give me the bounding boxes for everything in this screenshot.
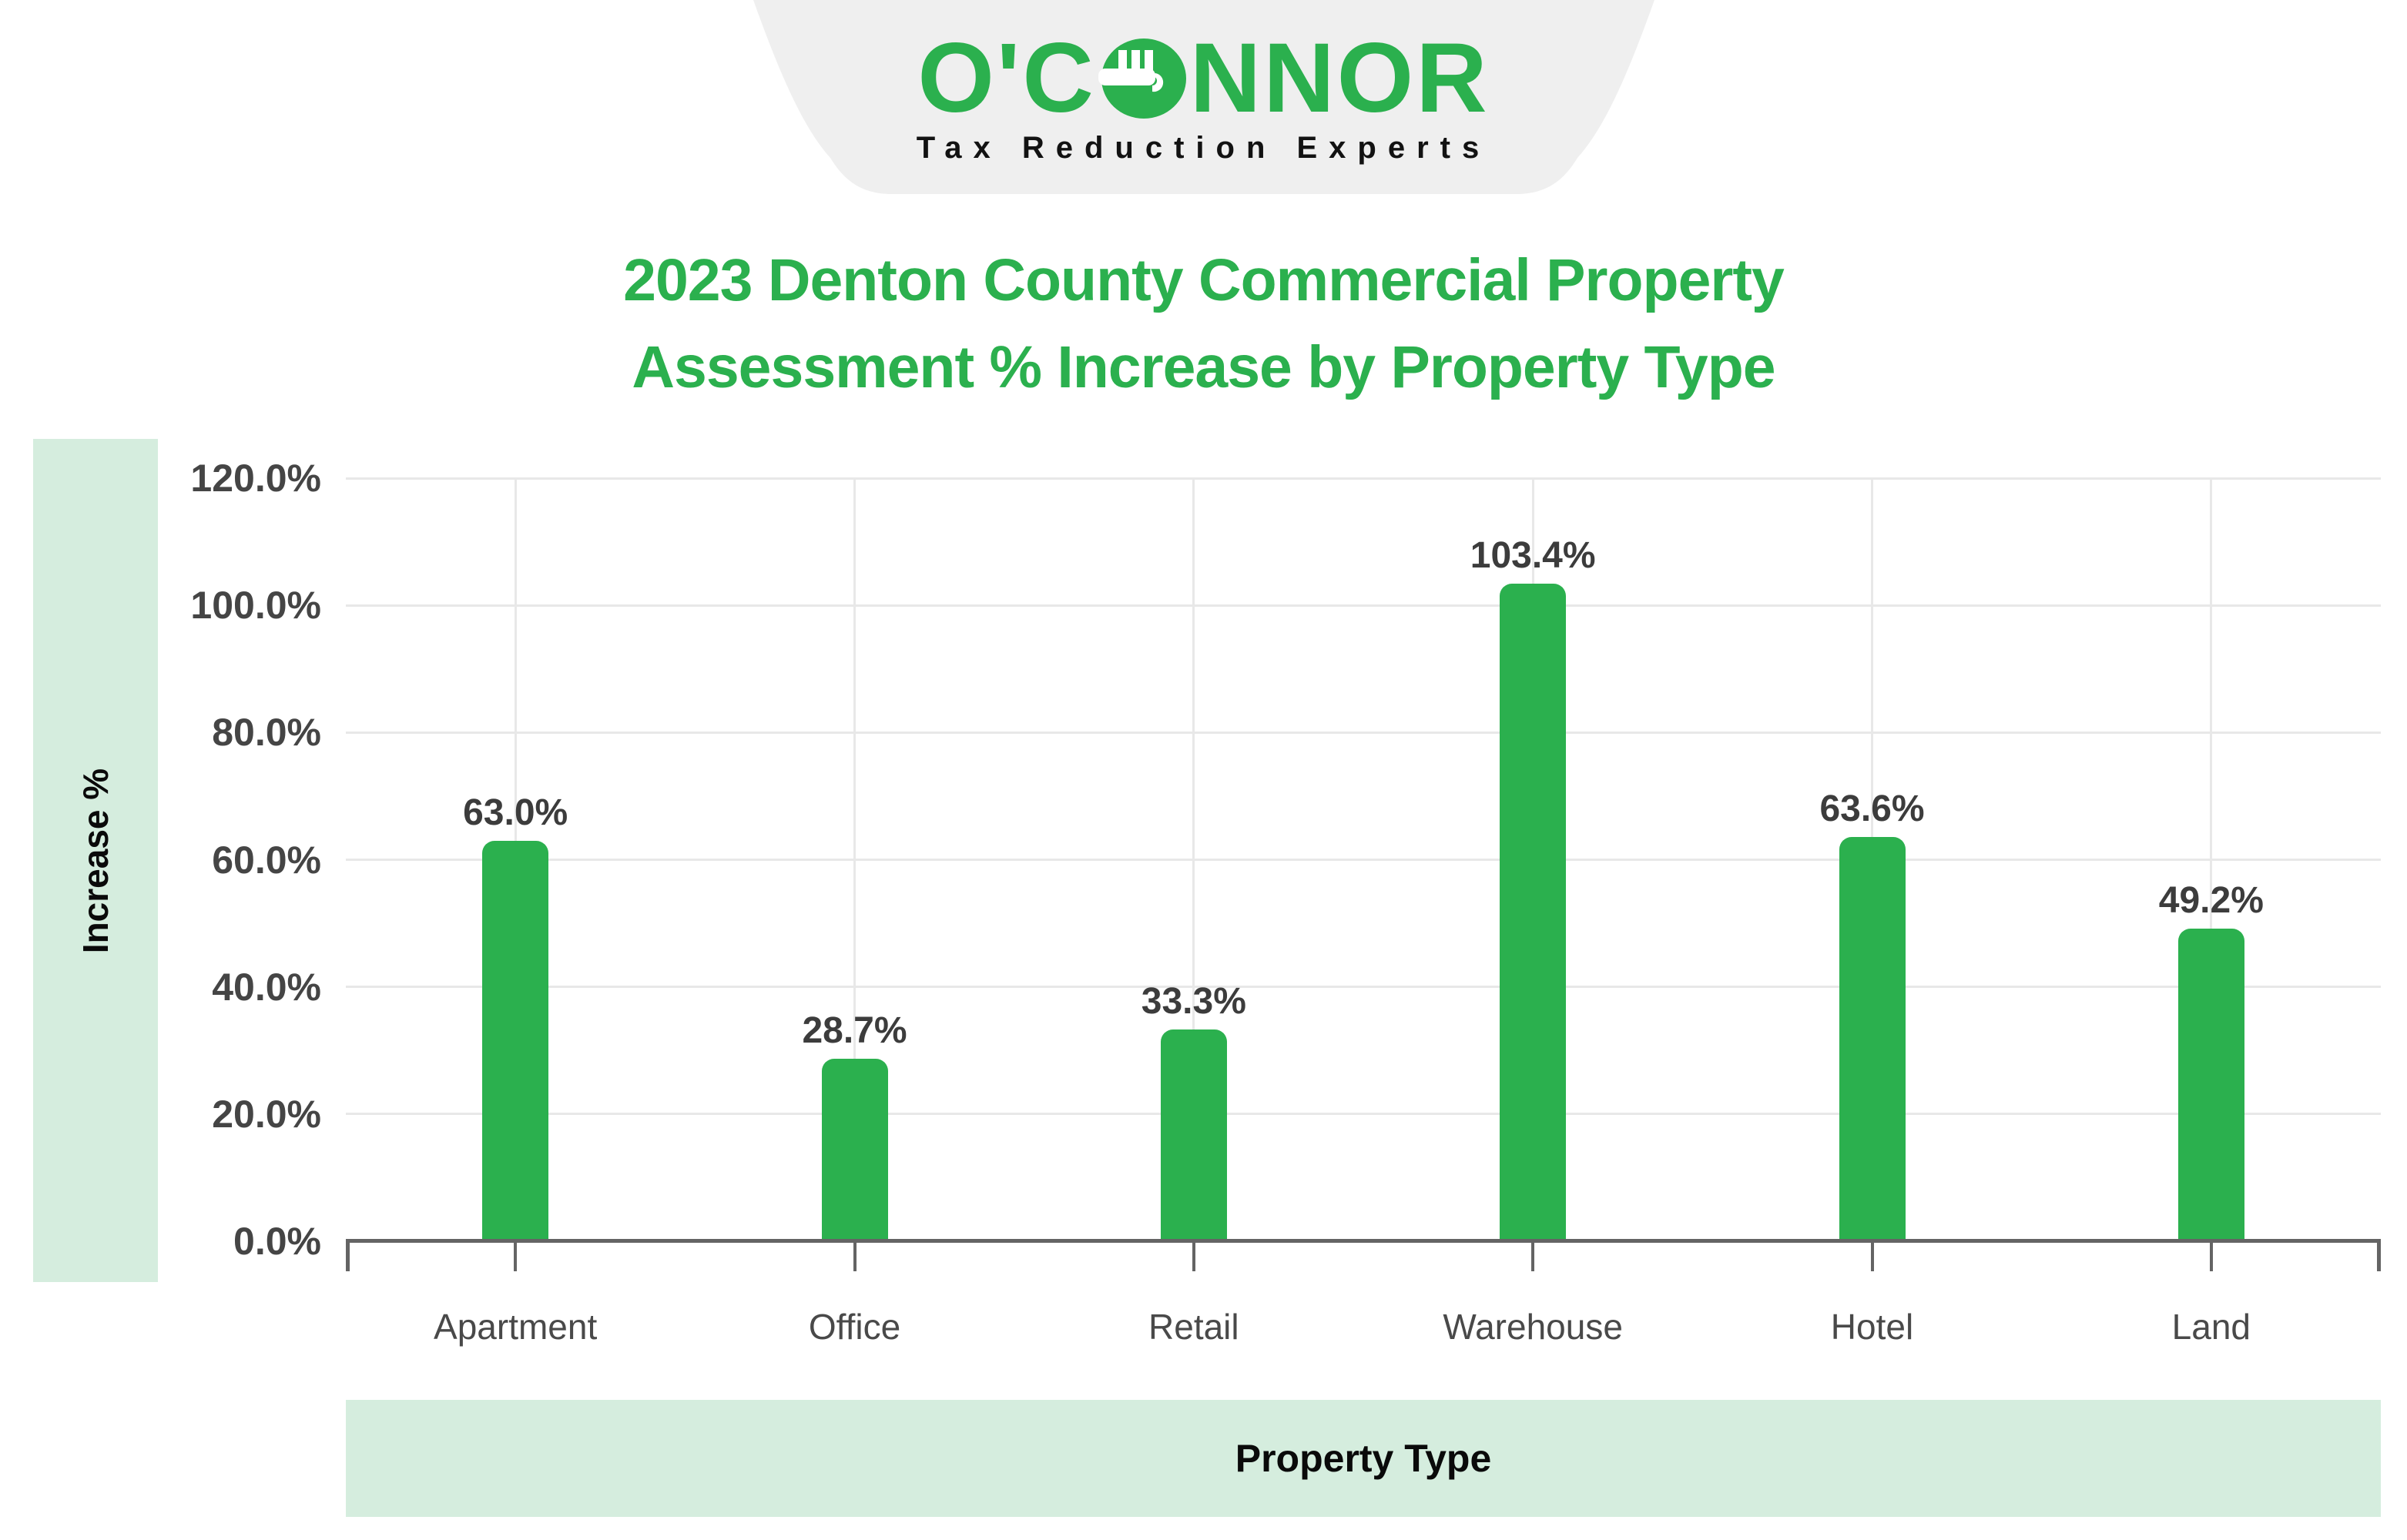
x-axis-band: Property Type — [346, 1400, 2381, 1517]
grid-line-horizontal — [346, 477, 2381, 480]
y-tick-label: 120.0% — [190, 457, 321, 500]
grid-line-horizontal — [346, 1113, 2381, 1116]
bar-retail — [1160, 1029, 1227, 1241]
logo-text-prefix: O'C — [917, 23, 1096, 133]
x-category-label: Hotel — [1830, 1307, 1914, 1347]
grid-line-vertical — [853, 478, 856, 1241]
chart-title-line2: Assessment % Increase by Property Type — [632, 334, 1775, 400]
bar-value-label: 63.0% — [463, 792, 568, 833]
x-axis-tick — [1870, 1240, 1874, 1271]
x-axis-label: Property Type — [1235, 1437, 1492, 1480]
x-axis-tick — [1531, 1240, 1535, 1271]
y-tick-label: 0.0% — [233, 1220, 321, 1263]
x-axis-line — [346, 1239, 2381, 1243]
grid-line-horizontal — [346, 604, 2381, 607]
y-tick-label: 40.0% — [212, 965, 321, 1009]
bar-land — [2177, 928, 2244, 1241]
brand-banner — [753, 0, 1654, 194]
y-tick-label: 20.0% — [212, 1092, 321, 1136]
x-axis-end-tick — [2377, 1239, 2381, 1271]
bar-value-label: 33.3% — [1141, 980, 1246, 1022]
chart-title-line1: 2023 Denton County Commercial Property — [623, 247, 1785, 313]
bar-value-label: 63.6% — [1819, 788, 1925, 829]
bar-apartment — [482, 840, 549, 1241]
y-axis-band: Increase % — [33, 439, 158, 1282]
bar-office — [821, 1058, 888, 1241]
y-tick-label: 100.0% — [190, 584, 321, 628]
x-axis-tick — [2209, 1240, 2213, 1271]
bar-value-label: 103.4% — [1470, 535, 1596, 577]
y-tick-label: 80.0% — [212, 711, 321, 755]
x-axis-tick — [1192, 1240, 1195, 1271]
grid-line-horizontal — [346, 731, 2381, 734]
grid-line-horizontal — [346, 859, 2381, 861]
logo-text-suffix: NNOR — [1189, 23, 1490, 133]
grid-line-vertical — [2210, 478, 2213, 1241]
grid-line-vertical — [1192, 478, 1195, 1241]
x-axis-tick — [853, 1240, 857, 1271]
y-tick-label: 60.0% — [212, 838, 321, 882]
brand-tagline: Tax Reduction Experts — [916, 131, 1491, 165]
bar-hotel — [1839, 836, 1906, 1241]
x-axis-end-tick — [346, 1239, 350, 1271]
bar-value-label: 49.2% — [2158, 879, 2264, 921]
x-axis-tick — [514, 1240, 518, 1271]
grid-line-horizontal — [346, 986, 2381, 989]
x-category-label: Apartment — [434, 1307, 598, 1347]
bar-warehouse — [1500, 584, 1567, 1241]
banner-ribbon-shape — [753, 0, 1654, 194]
x-category-label: Retail — [1148, 1307, 1239, 1347]
x-category-label: Warehouse — [1443, 1307, 1623, 1347]
keyhole-o-icon — [1098, 38, 1186, 119]
bar-value-label: 28.7% — [802, 1009, 907, 1051]
x-category-label: Office — [808, 1307, 901, 1347]
x-category-label: Land — [2171, 1307, 2251, 1347]
chart-title: 2023 Denton County Commercial Property A… — [0, 237, 2407, 411]
brand-logo: O'C NNOR — [0, 29, 2407, 128]
